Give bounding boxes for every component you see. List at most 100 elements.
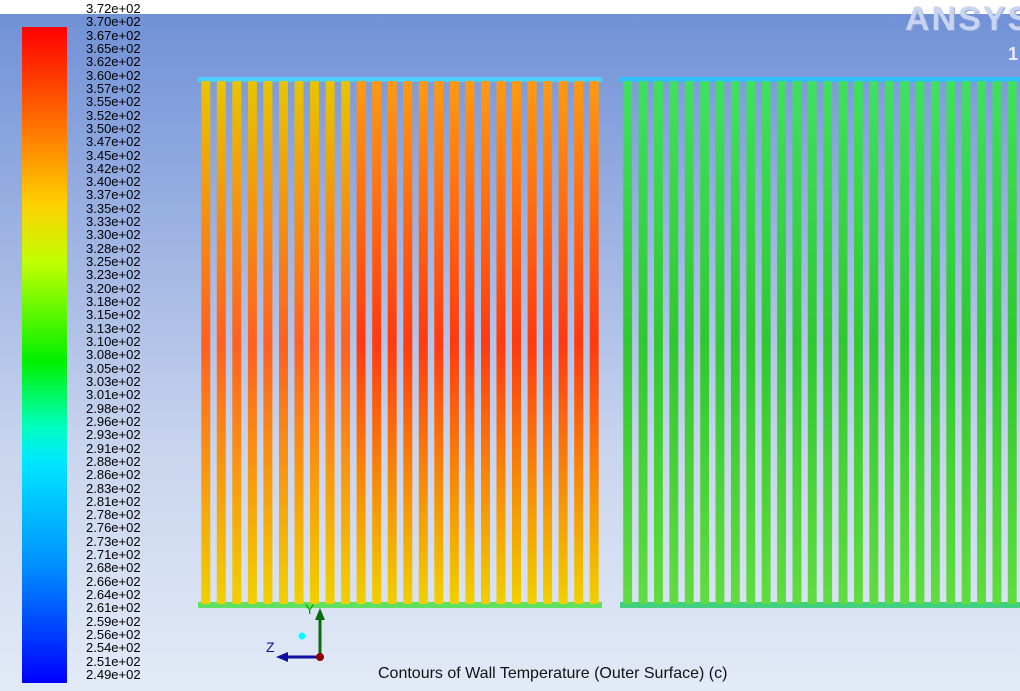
scale-tick-label: 3.40e+02 — [86, 174, 141, 190]
scale-tick-label: 2.54e+02 — [86, 640, 141, 656]
right-bank-tube — [946, 81, 956, 604]
scale-tick-label: 2.56e+02 — [86, 627, 141, 643]
left-bank-tube — [558, 81, 568, 604]
scale-tick-label: 3.62e+02 — [86, 54, 141, 70]
scale-tick-label: 2.73e+02 — [86, 533, 141, 549]
left-bank-tube — [294, 81, 304, 604]
right-bank-tube — [869, 81, 879, 604]
scale-tick-label: 3.45e+02 — [86, 147, 141, 163]
scale-tick-label: 3.37e+02 — [86, 187, 141, 203]
scale-tick-label: 2.71e+02 — [86, 547, 141, 563]
scale-tick-label: 3.60e+02 — [86, 67, 141, 83]
scale-tick-label: 3.03e+02 — [86, 373, 141, 389]
left-bank-tube — [356, 81, 366, 604]
scale-tick-label: 3.25e+02 — [86, 254, 141, 270]
right-bank-tube — [915, 81, 925, 604]
left-bank-tube — [387, 81, 397, 604]
left-bank-tube — [527, 81, 537, 604]
right-bank-tube — [654, 81, 663, 604]
scale-tick-label: 3.55e+02 — [86, 94, 141, 110]
right-bank-tube — [746, 81, 756, 604]
scale-tick-label: 3.01e+02 — [86, 387, 141, 403]
color-scale-bar — [22, 27, 67, 683]
axis-marker — [298, 632, 306, 640]
left-bank-tube — [434, 81, 444, 604]
left-bank-tube — [216, 81, 226, 604]
right-bank-tube — [623, 81, 633, 604]
left-bank-tube — [512, 81, 521, 604]
left-bank-top-header — [198, 77, 602, 82]
scale-tick-label: 2.66e+02 — [86, 573, 141, 589]
right-bank-tube — [900, 81, 910, 604]
right-bank-top-header — [620, 77, 1020, 82]
scale-tick-label: 3.52e+02 — [86, 107, 141, 123]
scale-tick-label: 2.76e+02 — [86, 520, 141, 536]
scale-tick-label: 2.81e+02 — [86, 493, 141, 509]
right-bank-tube — [761, 81, 771, 604]
left-bank-bottom-header — [198, 602, 602, 608]
z-axis-arrowhead — [276, 652, 288, 662]
plot-caption: Contours of Wall Temperature (Outer Surf… — [378, 665, 728, 682]
ansys-logo: ANSYS — [905, 0, 1020, 38]
scale-tick-label: 2.78e+02 — [86, 507, 141, 523]
left-bank-tube — [403, 81, 413, 604]
scale-tick-label: 3.23e+02 — [86, 267, 141, 283]
scale-tick-label: 2.93e+02 — [86, 427, 141, 443]
right-bank-tube — [684, 81, 694, 604]
left-bank-tube — [574, 81, 584, 604]
scale-tick-label: 3.28e+02 — [86, 240, 141, 256]
scale-tick-label: 3.35e+02 — [86, 200, 141, 216]
left-bank-tube — [543, 81, 553, 604]
right-bank-tube — [730, 81, 740, 604]
scale-tick-label: 2.86e+02 — [86, 467, 141, 483]
right-bank-tube — [961, 81, 971, 604]
left-bank-tube — [481, 81, 490, 604]
left-bank-tube — [465, 81, 475, 604]
right-bank-tube — [669, 81, 679, 604]
scale-tick-label: 2.59e+02 — [86, 613, 141, 629]
left-bank-tube — [247, 81, 257, 604]
right-bank-tube — [977, 81, 986, 604]
scale-tick-label: 3.20e+02 — [86, 280, 141, 296]
right-bank-tube — [823, 81, 833, 604]
scale-tick-label: 2.49e+02 — [86, 667, 141, 682]
left-bank-tube — [232, 81, 242, 604]
scale-tick-label: 2.96e+02 — [86, 413, 141, 429]
right-bank-tube — [792, 81, 802, 604]
scale-tick-label: 3.70e+02 — [86, 14, 141, 30]
scale-tick-label: 2.51e+02 — [86, 653, 141, 669]
scale-tick-label: 3.57e+02 — [86, 80, 141, 96]
right-bank-tube — [715, 81, 725, 604]
scale-tick-label: 3.67e+02 — [86, 27, 141, 43]
scale-tick-label: 3.13e+02 — [86, 320, 141, 336]
left-bank-tube — [341, 81, 351, 604]
y-axis-label: Y — [305, 601, 315, 617]
left-bank-tube — [279, 81, 288, 604]
scale-tick-label: 3.15e+02 — [86, 307, 141, 323]
scale-tick-label: 2.61e+02 — [86, 600, 141, 616]
scale-tick-label: 3.47e+02 — [86, 134, 141, 150]
scale-tick-label: 3.30e+02 — [86, 227, 141, 243]
scale-tick-label: 2.91e+02 — [86, 440, 141, 456]
scale-tick-label: 3.05e+02 — [86, 360, 141, 376]
right-bank-tube — [992, 81, 1002, 604]
right-tube-bank — [620, 77, 1020, 608]
left-bank-tube — [589, 81, 599, 604]
right-bank-tube — [854, 81, 863, 604]
scale-tick-label: 3.33e+02 — [86, 214, 141, 230]
scale-tick-label: 3.10e+02 — [86, 334, 141, 349]
left-bank-tube — [418, 81, 428, 604]
right-bank-tube — [777, 81, 786, 604]
z-axis-label: Z — [266, 639, 275, 655]
scale-tick-label: 3.08e+02 — [86, 347, 141, 363]
axis-triad[interactable]: Y Z — [262, 600, 342, 670]
right-bank-tube — [838, 81, 848, 604]
left-bank-tube — [263, 81, 273, 604]
left-bank-tube — [372, 81, 382, 604]
scale-tick-label: 2.88e+02 — [86, 453, 141, 469]
left-bank-tube — [496, 81, 506, 604]
y-axis-arrowhead — [315, 608, 325, 620]
left-bank-tube — [201, 81, 211, 604]
